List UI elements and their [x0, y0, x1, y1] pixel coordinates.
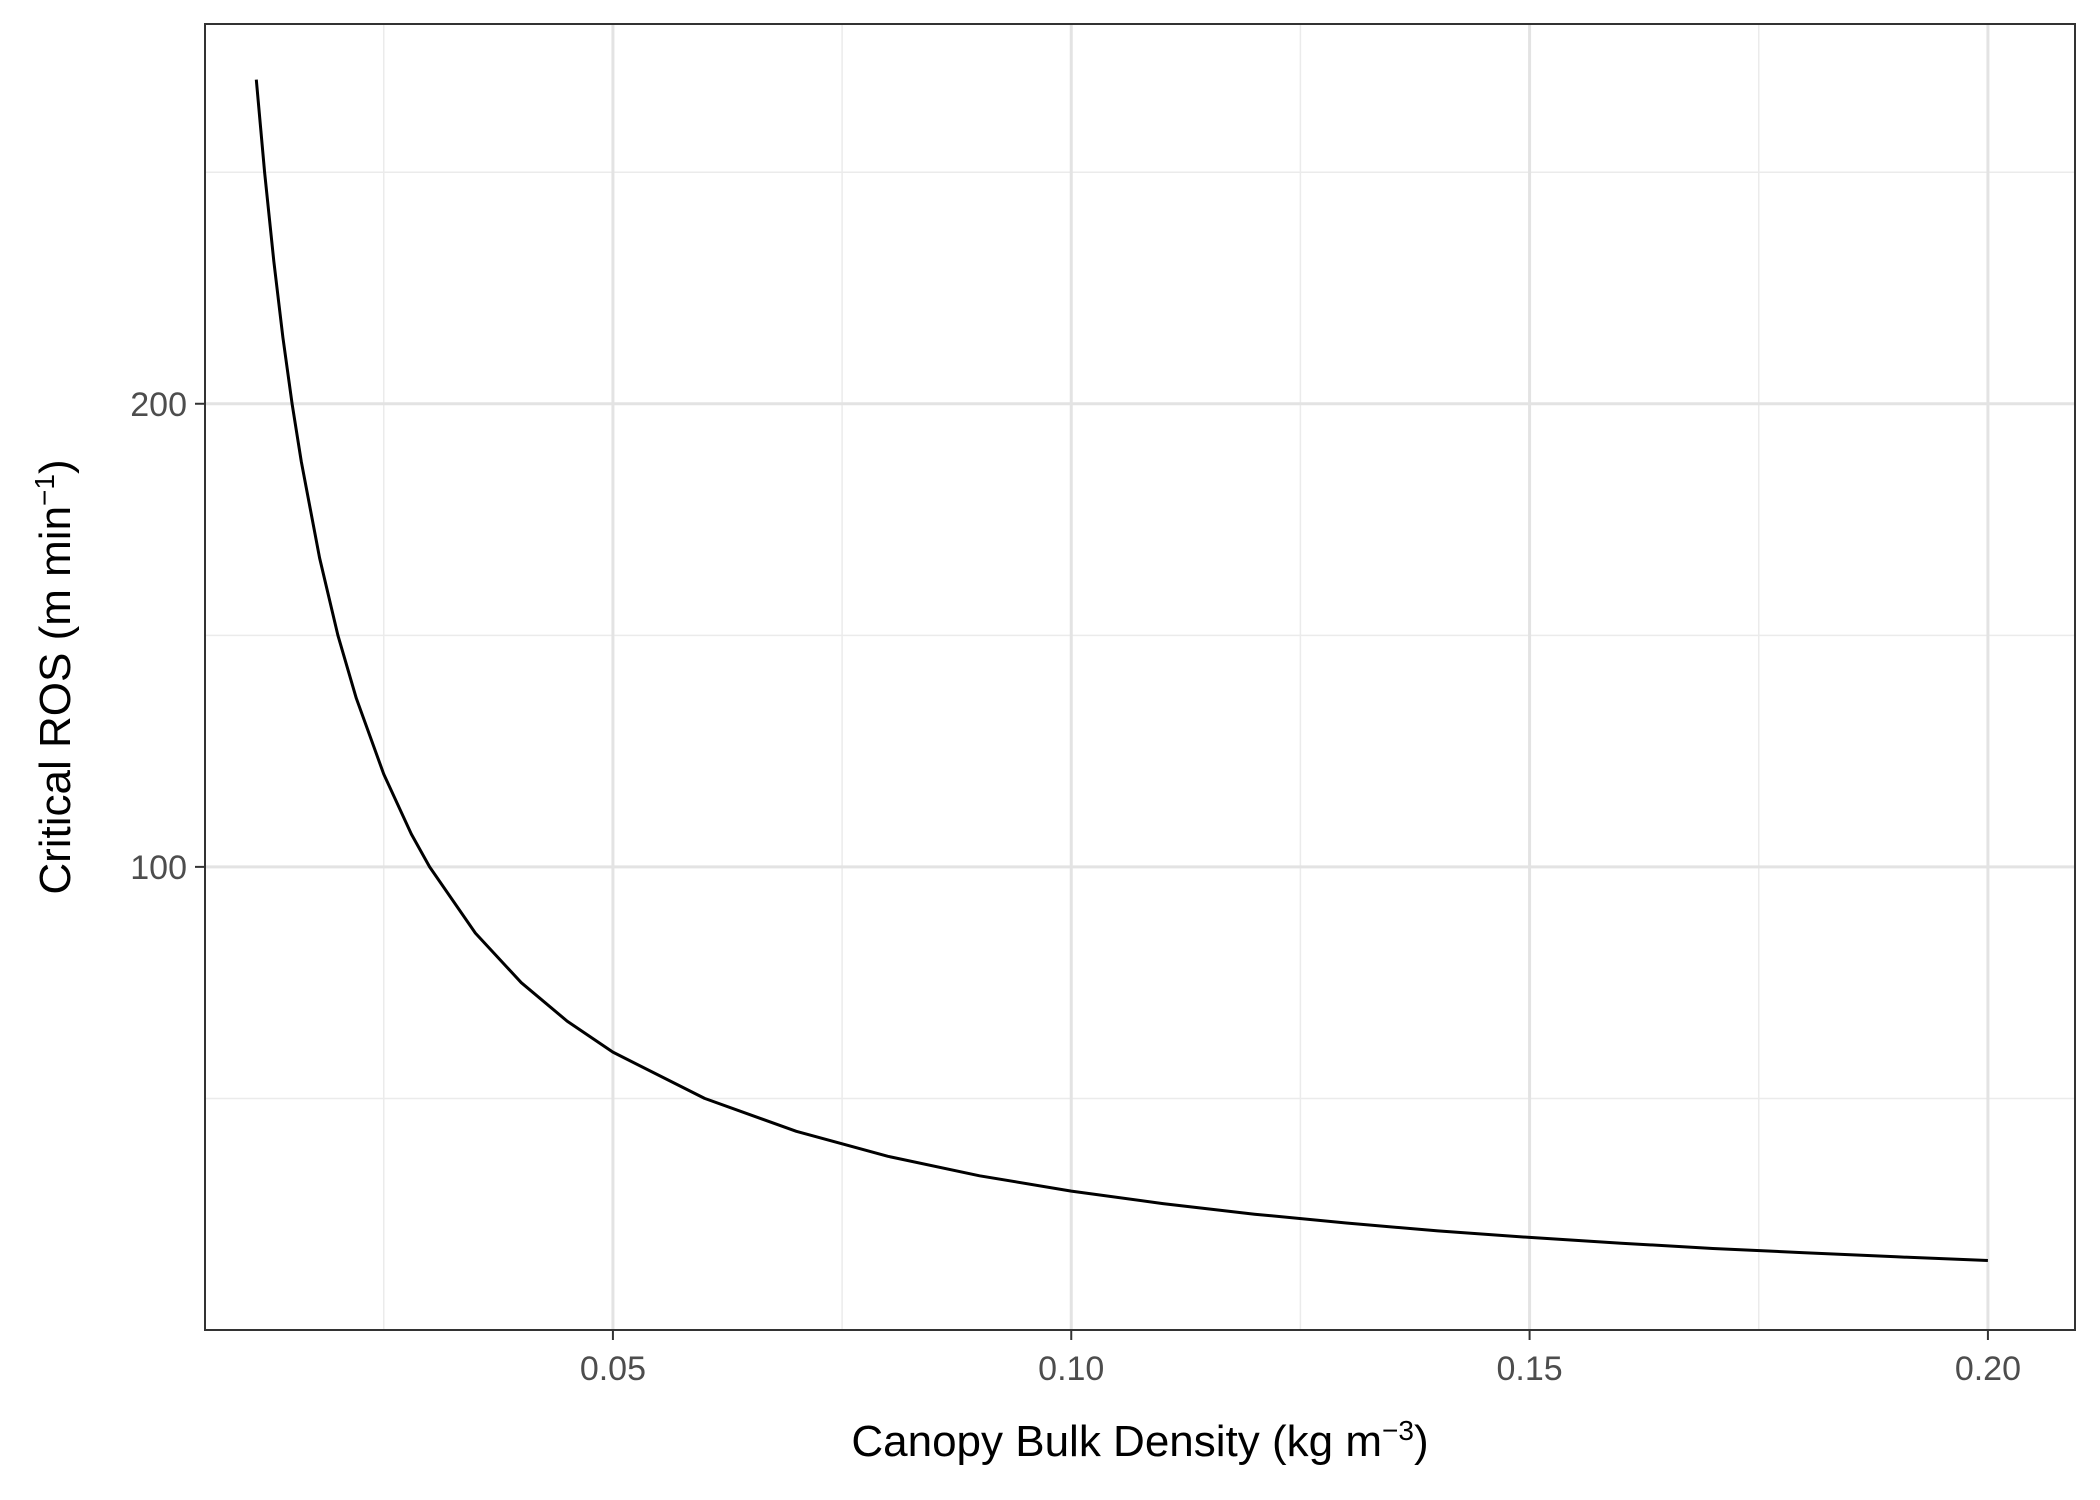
- y-tick-label: 200: [130, 386, 187, 424]
- x-tick-label: 0.20: [1955, 1350, 2021, 1388]
- x-axis: 0.05 0.10 0.15 0.20: [580, 1330, 2021, 1388]
- series-layer: [254, 79, 1988, 1262]
- y-tick-label: 100: [130, 849, 187, 887]
- x-axis-title: Canopy Bulk Density (kg m−3): [851, 1415, 1428, 1466]
- y-axis-title: Critical ROS (m min−1): [29, 459, 80, 894]
- grid-major: [205, 24, 2075, 1330]
- panel-border: [204, 23, 2076, 1331]
- x-tick-label: 0.15: [1496, 1350, 1562, 1388]
- x-tick-label: 0.05: [580, 1350, 646, 1388]
- series-line: [254, 79, 1988, 1262]
- grid-minor: [205, 24, 2075, 1330]
- x-tick-label: 0.10: [1038, 1350, 1104, 1388]
- y-axis: 100 200: [130, 386, 205, 887]
